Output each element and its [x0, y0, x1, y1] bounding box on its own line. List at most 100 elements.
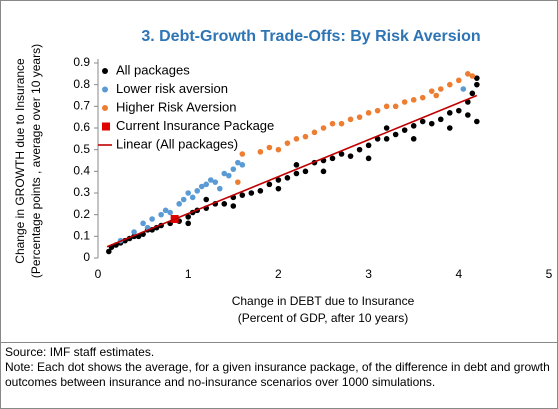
point: [419, 94, 426, 101]
legend-label: Current Insurance Package: [116, 118, 274, 133]
point: [293, 162, 300, 168]
point: [162, 207, 169, 214]
point: [401, 127, 408, 133]
point: [474, 81, 480, 88]
note: Note: Each dot shows the average, for a …: [5, 360, 550, 389]
point: [456, 77, 462, 84]
chart: 3. Debt-Growth Trade-Offs: By Risk Avers…: [13, 28, 553, 325]
source: Source: IMF staff estimates.: [1, 342, 557, 360]
point: [401, 99, 408, 105]
point: [212, 179, 219, 185]
point: [428, 88, 435, 94]
x-axis-label: Change in DEBT due to Insurance: [232, 294, 415, 308]
point: [140, 220, 146, 227]
point: [180, 196, 187, 203]
point: [320, 168, 327, 175]
point: [338, 151, 345, 157]
point: [239, 192, 246, 198]
point: [225, 172, 232, 179]
point: [437, 86, 444, 92]
point: [185, 190, 191, 196]
y-tick-label: 0.9: [73, 55, 90, 69]
x-axis-label: (Percent of GDP, after 10 years): [238, 311, 409, 325]
point: [437, 116, 444, 123]
legend-marker: [102, 105, 108, 111]
point: [230, 166, 237, 172]
y-tick-label: 0.3: [73, 185, 90, 199]
y-tick-label: 0.7: [73, 99, 90, 113]
point: [465, 71, 471, 77]
x-tick-label: 2: [275, 267, 282, 281]
point: [465, 112, 471, 118]
point: [433, 92, 440, 99]
point: [329, 155, 336, 162]
point: [365, 142, 372, 149]
point: [383, 125, 390, 131]
point: [347, 153, 354, 159]
point: [207, 177, 214, 183]
y-tick-label: 0.5: [73, 142, 90, 156]
point: [356, 114, 363, 120]
point: [456, 107, 462, 114]
point: [365, 155, 372, 162]
point: [374, 107, 381, 114]
point: [131, 229, 137, 235]
x-tick-label: 1: [185, 267, 192, 281]
point: [185, 220, 191, 227]
point: [275, 177, 282, 183]
point: [383, 103, 390, 110]
point: [275, 185, 282, 192]
point: [446, 125, 453, 131]
point: [365, 110, 372, 116]
y-tick-label: 0.4: [73, 164, 90, 178]
point: [446, 81, 453, 88]
point: [149, 216, 155, 222]
point: [216, 185, 223, 192]
point: [230, 203, 237, 209]
point: [275, 146, 282, 153]
point: [469, 73, 476, 79]
x-tick-label: 5: [546, 267, 553, 281]
point: [235, 159, 241, 166]
y-tick-label: 0.8: [73, 77, 90, 91]
y-axis-label: Change in GROWTH due to Insurance: [13, 58, 27, 264]
point: [410, 136, 417, 142]
point: [419, 118, 426, 125]
x-tick-label: 0: [95, 267, 102, 281]
point: [257, 149, 264, 155]
point: [158, 211, 164, 218]
point: [410, 123, 417, 129]
legend-marker: [102, 86, 108, 93]
point: [189, 194, 196, 201]
point: [446, 110, 453, 116]
point: [239, 162, 246, 168]
trend-line: [106, 94, 478, 248]
point: [239, 151, 246, 157]
legend-label: Linear (All packages): [116, 136, 238, 151]
point: [235, 179, 241, 185]
legend-label: Lower risk aversion: [116, 81, 228, 96]
point: [428, 120, 435, 127]
point: [474, 75, 480, 81]
point: [221, 170, 228, 177]
y-axis-label: (Percentage points , average over 10 yea…: [29, 44, 43, 278]
point: [176, 201, 182, 207]
point: [302, 168, 309, 175]
legend-marker: [102, 122, 110, 131]
point: [293, 136, 300, 142]
point: [203, 181, 210, 188]
y-tick-label: 0: [83, 250, 90, 264]
y-tick-label: 0.1: [73, 229, 90, 243]
point: [167, 209, 173, 216]
point: [320, 125, 327, 131]
point: [248, 190, 255, 196]
x-tick-label: 4: [455, 267, 462, 281]
point: [392, 131, 399, 138]
point: [284, 175, 291, 181]
point: [203, 196, 210, 203]
point: [198, 183, 205, 190]
legend-label: Higher Risk Aversion: [116, 99, 236, 114]
point: [347, 116, 354, 123]
point: [221, 201, 228, 207]
